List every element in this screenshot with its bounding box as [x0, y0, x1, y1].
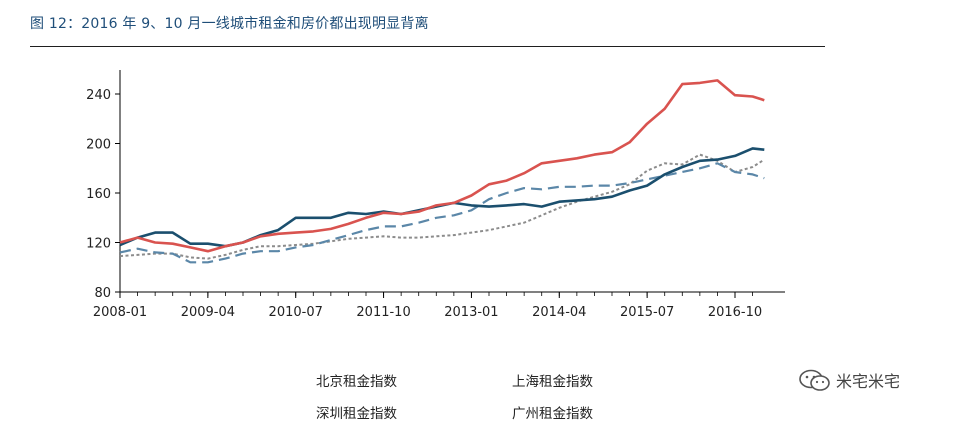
series-line-guangzhou	[119, 162, 765, 264]
y-tick-label: 240	[86, 88, 111, 103]
wechat-icon	[799, 369, 830, 391]
y-tick-label: 200	[86, 138, 111, 153]
y-tick-label: 80	[94, 286, 111, 301]
series-line-beijing	[119, 147, 765, 248]
x-tick-label: 2014-04	[532, 305, 586, 320]
watermark: 米宅米宅	[798, 368, 900, 392]
y-tick-label: 160	[86, 187, 111, 202]
series-line-shenzhen	[119, 153, 765, 260]
title-divider	[30, 46, 825, 47]
watermark-text: 米宅米宅	[836, 372, 901, 391]
x-tick-label: 2011-10	[356, 305, 410, 320]
x-tick-label: 2008-01	[93, 305, 147, 320]
x-tick-label: 2015-07	[620, 305, 674, 320]
series-line-shanghai	[119, 79, 765, 253]
y-tick-label: 120	[86, 237, 111, 252]
x-tick-label: 2009-04	[181, 305, 235, 320]
x-tick-label: 2010-07	[269, 305, 323, 320]
chart-title: 图 12：2016 年 9、10 月一线城市租金和房价都出现明显背离	[30, 16, 429, 32]
x-tick-label: 2016-10	[708, 305, 762, 320]
x-tick-label: 2013-01	[444, 305, 498, 320]
